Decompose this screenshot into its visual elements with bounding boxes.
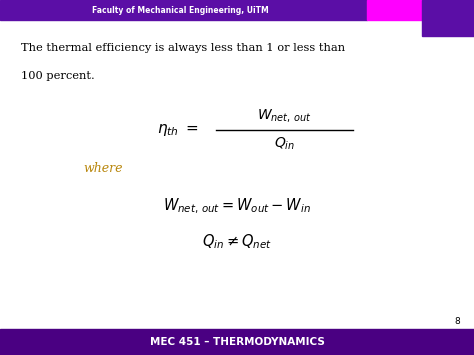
Text: MEC 451 – THERMODYNAMICS: MEC 451 – THERMODYNAMICS: [150, 337, 324, 347]
Bar: [367, 0, 422, 20]
Text: $W_{net,\,out}$: $W_{net,\,out}$: [257, 107, 311, 124]
Text: 8: 8: [454, 317, 460, 326]
Text: 100 percent.: 100 percent.: [21, 71, 95, 81]
Text: $Q_{in}$: $Q_{in}$: [274, 136, 295, 152]
Text: Faculty of Mechanical Engineering, UiTM: Faculty of Mechanical Engineering, UiTM: [92, 6, 268, 15]
Text: $W_{net,\,out} = W_{out} - W_{in}$: $W_{net,\,out} = W_{out} - W_{in}$: [163, 196, 311, 215]
Text: where: where: [83, 162, 122, 175]
Text: $Q_{in} \neq Q_{net}$: $Q_{in} \neq Q_{net}$: [202, 232, 272, 251]
Bar: [422, 0, 474, 37]
Bar: [0, 0, 367, 20]
Bar: [0, 329, 474, 355]
Text: The thermal efficiency is always less than 1 or less than: The thermal efficiency is always less th…: [21, 43, 346, 53]
Text: $\eta_{th}\ =$: $\eta_{th}\ =$: [157, 121, 199, 138]
